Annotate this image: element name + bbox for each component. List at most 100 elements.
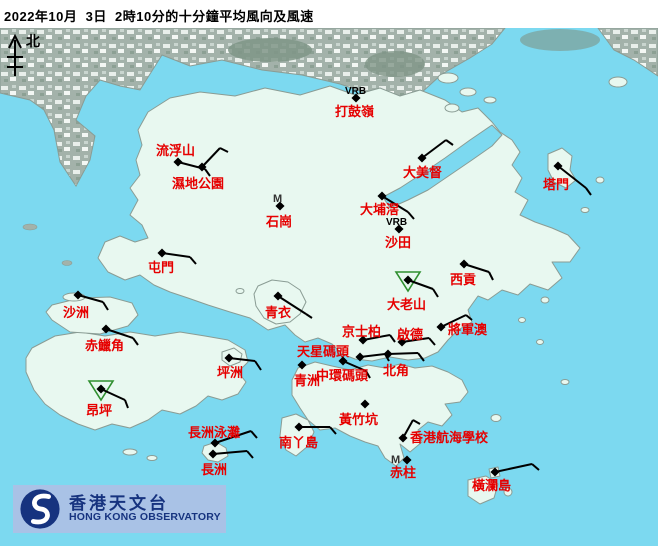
station-label: 南丫島	[279, 435, 318, 450]
hko-logo-chinese: 香港天文台	[69, 493, 169, 513]
wind-barb-feather	[417, 352, 425, 362]
wind-barb-feather	[189, 256, 197, 265]
wind-barb-shaft	[201, 147, 221, 168]
wind-barb-feather	[246, 450, 254, 459]
wind-barb-feather	[445, 139, 454, 146]
wind-barb-shaft	[105, 328, 134, 339]
wind-barb-shaft	[161, 252, 191, 258]
map-title: 2022年10月 3日 2時10分的十分鐘平均風向及風速	[4, 9, 314, 24]
wind-barb-feather	[412, 419, 421, 425]
wind-barb-feather	[432, 288, 439, 298]
station-label: 黃竹坑	[338, 412, 378, 427]
wind-barb-shaft	[421, 139, 447, 159]
wind-barb-shaft	[77, 294, 104, 303]
wind-barb-shaft	[214, 430, 252, 444]
station-label: 長洲	[201, 462, 227, 477]
hko-logo-icon	[20, 489, 60, 529]
hong-kong-landmass	[25, 72, 628, 505]
wind-barb-feather	[305, 313, 313, 319]
po-toi-island	[467, 475, 499, 505]
station-label: 坪洲	[217, 365, 243, 380]
station-label: 北角	[383, 363, 409, 378]
wind-barb-shaft	[463, 263, 490, 273]
station-label: 啟德	[397, 327, 423, 342]
station-label: 大美督	[403, 165, 442, 180]
wind-barb-shaft	[100, 388, 126, 401]
station-label: 昂坪	[86, 403, 112, 418]
wind-barb-feather	[132, 337, 139, 346]
wind-barb-shaft	[212, 450, 248, 455]
wind-barb-shaft	[362, 334, 391, 341]
wind-barb-shaft	[407, 279, 434, 290]
wind-barb-feather	[389, 334, 396, 343]
station-flag-m: M	[273, 193, 282, 205]
wind-barb-shaft	[381, 195, 409, 213]
station-label: 濕地公園	[172, 176, 224, 191]
station-label: 流浮山	[156, 143, 195, 158]
station-dot	[197, 162, 207, 172]
wind-barb-feather	[204, 168, 211, 177]
station-label: 赤柱	[390, 465, 416, 480]
wind-barb-shaft	[228, 357, 256, 362]
wind-barb-shaft	[440, 314, 467, 328]
station-label: 天星碼頭	[297, 344, 350, 359]
tsing-yi-island	[253, 279, 307, 325]
station-dot	[173, 157, 183, 167]
wind-barb-shaft	[359, 353, 386, 358]
station-label: 將軍澳	[448, 322, 488, 337]
station-flag-m: M	[391, 454, 400, 466]
station-tuen-mun: 屯門	[148, 248, 197, 275]
wind-barb-shaft	[557, 165, 587, 189]
wind-barb-feather	[488, 271, 494, 281]
shenzhen-landmass	[0, 27, 658, 266]
wind-barb-shaft	[387, 352, 419, 355]
wind-barb-feather	[407, 211, 415, 220]
station-wetland-park: 濕地公園	[172, 147, 229, 191]
wind-barb-feather	[254, 360, 262, 371]
north-arrow-label: 北	[26, 33, 40, 49]
map-title-bar: 2022年10月 3日 2時10分的十分鐘平均風向及風速	[0, 0, 658, 28]
station-flag-vrb: VRB	[386, 217, 407, 228]
station-label: 石崗	[265, 214, 292, 229]
station-label: 沙田	[385, 235, 411, 250]
hill-triangle-icon	[87, 380, 115, 402]
station-dot	[157, 248, 167, 258]
wind-barb-feather	[365, 370, 371, 379]
station-label: 青洲	[294, 373, 320, 388]
station-lau-fau-shan: 流浮山	[156, 143, 211, 177]
hong-kong-island	[291, 361, 469, 467]
wind-barb-feather	[124, 399, 129, 409]
station-label: 青衣	[265, 305, 291, 320]
hill-texture	[228, 38, 312, 62]
station-kings-park: 京士柏	[342, 324, 396, 345]
station-label: 西貢	[450, 272, 476, 287]
airport-island	[45, 296, 139, 335]
wind-barb-feather	[329, 426, 337, 435]
station-label: 橫瀾島	[472, 478, 511, 493]
station-label: 屯門	[148, 260, 174, 275]
lamma-island-shape	[279, 413, 315, 457]
wind-barb-shaft	[494, 463, 533, 473]
wind-barb-feather	[428, 337, 436, 346]
tolo-harbour	[382, 124, 503, 209]
station-label: 沙洲	[63, 305, 89, 320]
station-label: 大埔滘	[360, 202, 399, 217]
station-flag-vrb: VRB	[345, 86, 366, 97]
wind-barb-feather	[219, 147, 229, 153]
station-label: 塔門	[543, 177, 569, 192]
lantau-island	[25, 331, 249, 431]
wind-barb-shaft	[401, 337, 430, 343]
wind-barb-feather	[531, 463, 540, 471]
station-label: 京士柏	[342, 324, 381, 339]
wind-barb-feather	[250, 430, 258, 439]
wind-barb-shaft	[342, 360, 367, 372]
hko-logo-english: HONG KONG OBSERVATORY	[69, 511, 221, 524]
station-central-pier: 中環碼頭	[316, 356, 371, 383]
wind-barb-feather	[102, 301, 109, 311]
north-arrow: 北	[7, 33, 40, 76]
station-label: 長洲泳灘	[188, 425, 240, 440]
wind-barb-shaft	[402, 419, 414, 439]
station-label: 打鼓嶺	[335, 104, 374, 119]
